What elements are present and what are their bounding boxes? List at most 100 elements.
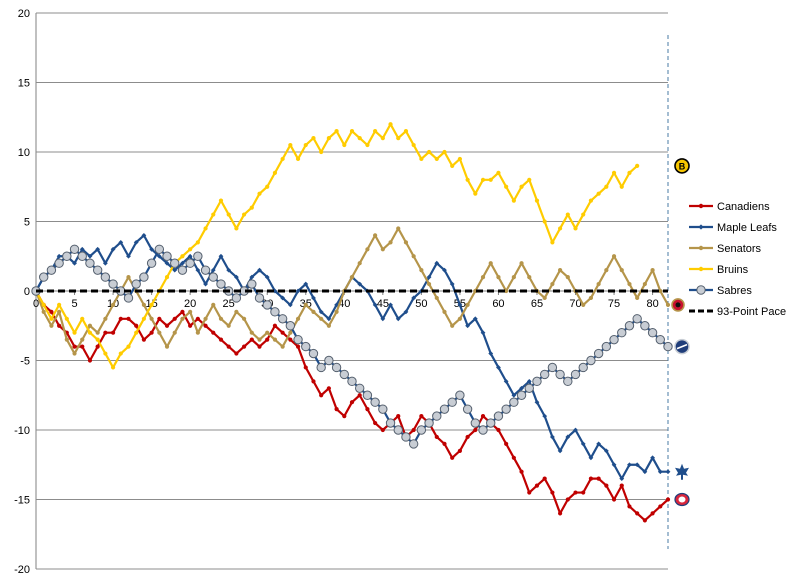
data-point xyxy=(203,316,208,321)
data-point xyxy=(542,295,547,301)
data-point xyxy=(265,330,270,335)
data-point xyxy=(349,275,355,280)
data-point xyxy=(357,281,363,287)
series-end-icons: B xyxy=(671,158,690,507)
series-line xyxy=(35,123,638,369)
data-point xyxy=(573,427,578,433)
data-point xyxy=(488,351,494,356)
data-point xyxy=(449,281,455,287)
data-point xyxy=(511,455,516,460)
data-point xyxy=(203,281,208,287)
data-point xyxy=(56,253,62,259)
data-point xyxy=(57,309,62,314)
data-point xyxy=(426,281,432,287)
data-point xyxy=(241,316,247,321)
data-point xyxy=(565,212,570,217)
data-point xyxy=(470,418,481,428)
data-point xyxy=(619,268,624,273)
data-point xyxy=(272,323,278,328)
data-point xyxy=(95,330,100,335)
data-point xyxy=(249,274,255,280)
data-point xyxy=(357,393,362,398)
data-point xyxy=(210,267,216,273)
data-point xyxy=(180,254,185,259)
data-point xyxy=(326,386,331,391)
data-point xyxy=(149,246,155,252)
data-point xyxy=(118,316,123,321)
data-point xyxy=(154,244,165,255)
data-point xyxy=(164,275,170,280)
data-point xyxy=(450,163,455,168)
data-point xyxy=(188,247,193,252)
data-point xyxy=(519,469,524,474)
data-point xyxy=(439,404,450,414)
data-point xyxy=(509,397,519,407)
data-point xyxy=(211,212,216,217)
data-point xyxy=(249,205,254,210)
legend-item-93-point-pace: 93-Point Pace xyxy=(689,306,786,318)
data-point xyxy=(80,316,85,321)
data-point xyxy=(295,344,301,349)
data-point xyxy=(303,302,308,307)
data-point xyxy=(432,411,442,421)
data-point xyxy=(326,136,331,141)
data-point xyxy=(624,321,635,331)
data-point xyxy=(373,420,378,426)
data-point xyxy=(388,240,393,245)
data-point xyxy=(635,511,640,516)
data-point xyxy=(516,390,527,400)
data-point xyxy=(488,261,493,266)
data-point xyxy=(80,344,85,349)
data-point xyxy=(362,390,373,400)
data-point xyxy=(511,198,516,203)
data-point xyxy=(565,275,570,280)
data-point xyxy=(578,362,588,373)
data-point xyxy=(473,191,478,196)
data-point xyxy=(126,253,131,259)
data-point xyxy=(110,246,116,252)
data-point xyxy=(211,330,216,335)
data-point xyxy=(349,129,355,134)
data-point xyxy=(424,418,434,428)
data-point xyxy=(226,212,231,217)
data-point xyxy=(480,330,486,336)
data-point xyxy=(218,316,224,321)
legend-marker xyxy=(698,266,704,272)
data-point xyxy=(426,149,432,155)
data-point xyxy=(280,295,286,301)
data-point xyxy=(434,260,440,266)
data-point xyxy=(555,369,565,380)
data-point xyxy=(557,268,563,273)
data-point xyxy=(133,239,139,245)
data-point xyxy=(539,369,550,380)
data-point xyxy=(157,330,162,335)
data-point xyxy=(95,344,100,349)
legend-marker xyxy=(698,203,704,209)
y-tick-label: 5 xyxy=(24,217,30,229)
data-point xyxy=(87,330,93,335)
data-point xyxy=(442,149,447,155)
x-tick-label: 0 xyxy=(33,298,39,310)
data-point xyxy=(411,295,417,301)
x-tick-label: 50 xyxy=(415,298,427,310)
data-point xyxy=(226,323,231,328)
data-point xyxy=(504,441,509,446)
data-point xyxy=(72,260,77,266)
data-point xyxy=(218,198,224,203)
data-point xyxy=(134,323,139,328)
data-point xyxy=(496,365,501,370)
data-point xyxy=(496,427,501,433)
data-point xyxy=(87,358,93,363)
data-point xyxy=(172,316,177,321)
data-point xyxy=(126,316,131,321)
data-point xyxy=(49,309,54,314)
data-point xyxy=(146,258,157,268)
data-point xyxy=(139,272,149,282)
data-point xyxy=(380,427,385,433)
x-tick-label: 80 xyxy=(646,298,658,310)
data-point xyxy=(347,376,357,387)
data-point xyxy=(650,455,655,461)
data-point xyxy=(156,253,162,259)
data-point xyxy=(635,295,640,301)
